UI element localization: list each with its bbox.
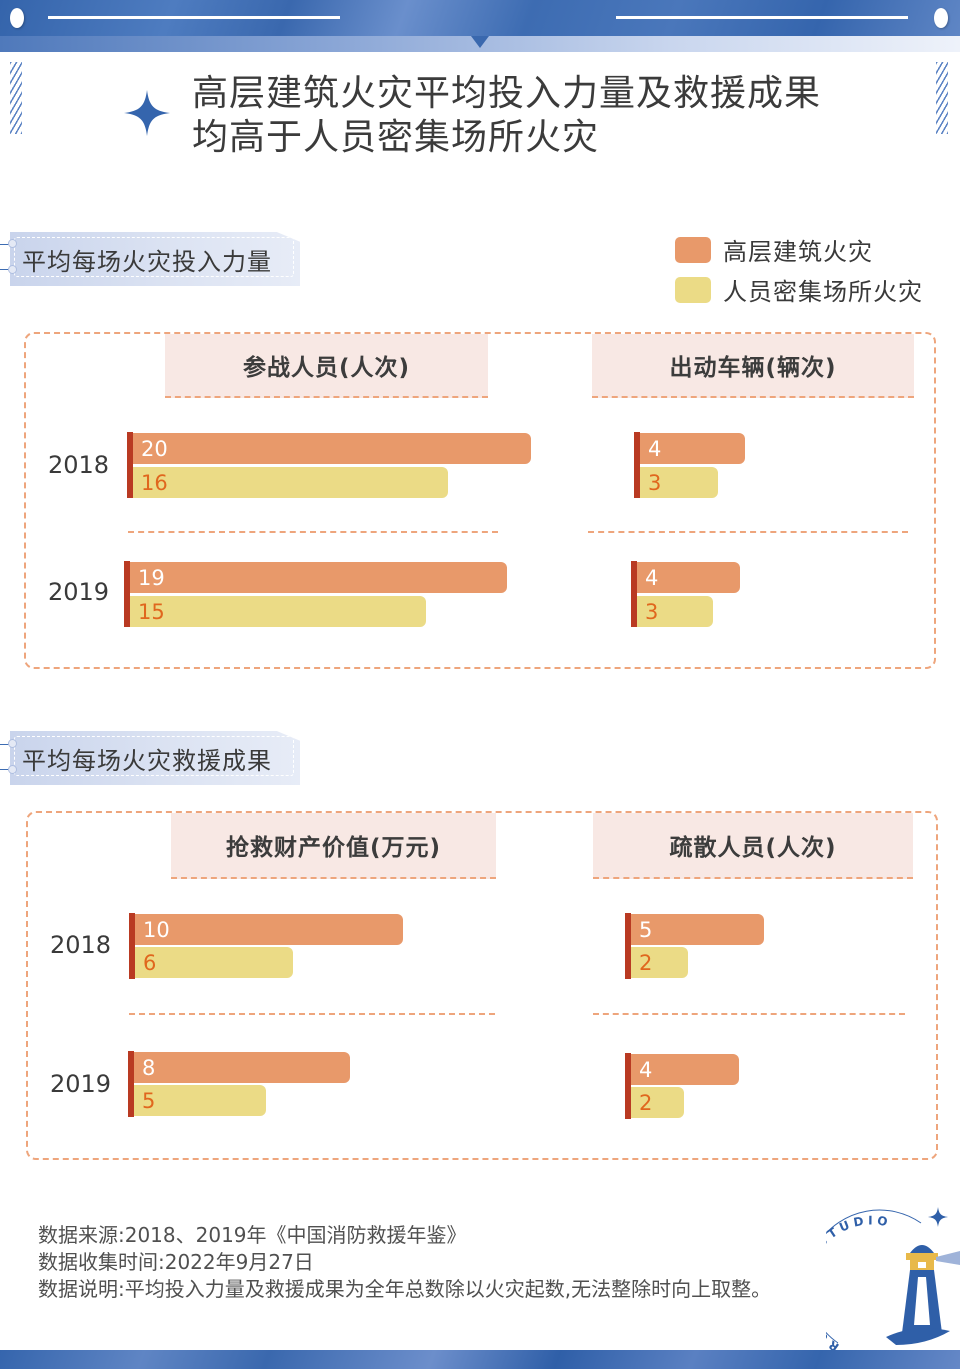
row-divider (129, 1013, 495, 1015)
hatch-decoration-right (936, 62, 948, 134)
title-line-2: 均高于人员密集场所火灾 (192, 117, 600, 158)
data-note: 数据说明:平均投入力量及救援成果为全年总数除以火灾起数,无法整除时向上取整。 (38, 1277, 772, 1301)
bracket-dot-icon (8, 239, 17, 248)
section-header-input: 平均每场火灾投入力量 (10, 232, 300, 286)
bottom-banner (0, 1350, 960, 1369)
banner-notch (471, 36, 489, 48)
data-collected-date: 数据收集时间:2022年9月27日 (38, 1250, 314, 1274)
legend-item-crowded: 人员密集场所火灾 (675, 272, 923, 307)
bar-axis (128, 1051, 134, 1117)
title-line-1: 高层建筑火灾平均投入力量及救援成果 (192, 73, 822, 114)
legend-swatch-yellow (675, 276, 711, 303)
row-divider (588, 531, 908, 533)
legend-item-high-rise: 高层建筑火灾 (675, 232, 873, 267)
bar-high-rise-2018: 10 (135, 914, 403, 945)
bracket-dot-icon (8, 265, 17, 274)
panel-rescue-outcome (26, 811, 938, 1160)
bar-axis (634, 432, 640, 498)
bar-axis (631, 561, 637, 627)
bar-high-rise-2018: 4 (640, 433, 745, 464)
section-header-outcome: 平均每场火灾救援成果 (10, 731, 300, 785)
bar-axis (124, 561, 130, 627)
bar-crowded-2019: 15 (130, 596, 426, 627)
bar-crowded-2018: 2 (631, 947, 688, 978)
section-title: 平均每场火灾救援成果 (22, 747, 272, 775)
bar-axis (625, 1053, 631, 1119)
bracket-dot-icon (8, 765, 17, 774)
bar-high-rise-2018: 5 (631, 914, 764, 945)
bar-crowded-2019: 3 (637, 596, 713, 627)
page-title: 高层建筑火灾平均投入力量及救援成果 均高于人员密集场所火灾 (192, 72, 821, 160)
data-source: 数据来源:2018、2019年《中国消防救援年鉴》 (38, 1223, 467, 1247)
year-label: 2019 (48, 578, 110, 606)
legend-label: 人员密集场所火灾 (723, 278, 923, 306)
column-header-personnel: 参战人员(人次) (165, 334, 488, 398)
section-title: 平均每场火灾投入力量 (22, 248, 272, 276)
banner-line-left (48, 16, 340, 19)
column-title: 疏散人员(人次) (669, 835, 837, 861)
banner-dot-left (10, 8, 24, 28)
bar-crowded-2018: 6 (135, 947, 293, 978)
sparkle-star-icon (124, 90, 170, 136)
bar-crowded-2019: 5 (134, 1085, 266, 1116)
bar-axis (129, 913, 135, 979)
column-title: 出动车辆(辆次) (669, 355, 837, 381)
bar-high-rise-2019: 4 (637, 562, 740, 593)
legend-label: 高层建筑火灾 (723, 238, 873, 266)
bar-axis (127, 432, 133, 498)
column-header-vehicles: 出动车辆(辆次) (592, 334, 914, 398)
year-label: 2019 (50, 1070, 112, 1098)
column-title: 抢救财产价值(万元) (225, 835, 442, 861)
row-divider (128, 531, 498, 533)
svg-text:RUC NEWS STUDIO: RUC NEWS STUDIO (826, 1213, 893, 1350)
column-header-property: 抢救财产价值(万元) (171, 813, 496, 879)
bar-high-rise-2019: 19 (130, 562, 507, 593)
row-divider (593, 1013, 905, 1015)
hatch-decoration-left (10, 62, 22, 134)
column-header-evacuated: 疏散人员(人次) (593, 813, 913, 879)
bar-axis (625, 913, 631, 979)
panel-input-force (24, 332, 936, 669)
year-label: 2018 (50, 931, 112, 959)
legend-swatch-orange (675, 236, 711, 263)
bar-crowded-2019: 2 (631, 1087, 684, 1118)
bar-high-rise-2019: 8 (134, 1052, 350, 1083)
bracket-dot-icon (8, 739, 17, 748)
bar-high-rise-2019: 4 (631, 1054, 739, 1085)
bar-crowded-2018: 3 (640, 467, 718, 498)
footnotes: 数据来源:2018、2019年《中国消防救援年鉴》 数据收集时间:2022年9月… (38, 1222, 798, 1303)
ruc-news-studio-logo-icon: RUC NEWS STUDIO (826, 1207, 960, 1350)
year-label: 2018 (48, 451, 110, 479)
banner-line-right (616, 16, 908, 19)
bar-high-rise-2018: 20 (133, 433, 531, 464)
banner-dot-right (934, 8, 948, 28)
column-title: 参战人员(人次) (242, 355, 411, 381)
bar-crowded-2018: 16 (133, 467, 448, 498)
